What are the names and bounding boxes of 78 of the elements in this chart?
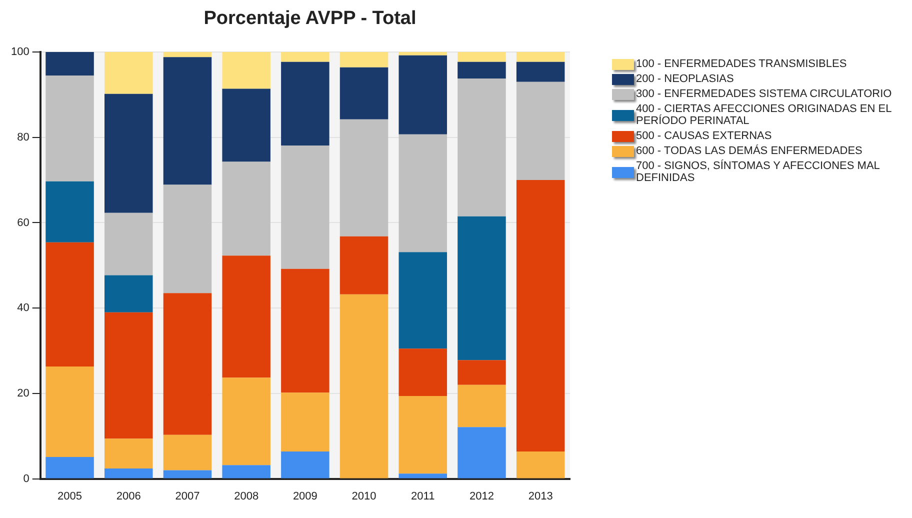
bar bbox=[458, 52, 506, 62]
bar bbox=[163, 470, 212, 478]
y-tick-label: 40 bbox=[17, 302, 30, 314]
bar bbox=[398, 134, 448, 252]
y-tick-label: 100 bbox=[10, 46, 30, 58]
bar bbox=[281, 145, 330, 269]
bar bbox=[46, 181, 94, 242]
x-tick-label: 2011 bbox=[411, 490, 435, 502]
bar bbox=[104, 468, 153, 478]
bar bbox=[46, 457, 94, 478]
bar bbox=[222, 162, 270, 256]
x-tick-label: 2005 bbox=[58, 490, 82, 502]
bar bbox=[46, 366, 94, 458]
bar bbox=[281, 392, 330, 452]
bar bbox=[458, 62, 506, 78]
bar bbox=[222, 378, 270, 466]
bar bbox=[516, 52, 565, 62]
bar bbox=[281, 62, 330, 146]
bar bbox=[104, 52, 153, 94]
bar bbox=[281, 268, 330, 393]
bar bbox=[281, 52, 330, 62]
bar bbox=[104, 312, 153, 439]
bar bbox=[222, 52, 270, 89]
bar bbox=[281, 451, 330, 478]
legend-label: 100 - ENFERMEDADES TRANSMISIBLES bbox=[636, 58, 847, 70]
chart-title: Porcentaje AVPP - Total bbox=[202, 8, 418, 30]
bar bbox=[398, 474, 448, 478]
x-tick-label: 2013 bbox=[528, 490, 553, 502]
y-tick-label: 20 bbox=[17, 387, 30, 400]
legend-label: 300 - ENFERMEDADES SISTEMA CIRCULATORIO bbox=[636, 88, 892, 100]
bar bbox=[516, 451, 565, 478]
legend-label: 700 - SIGNOS, SÍNTOMAS Y AFECCIONES MAL DEFINIDAS bbox=[636, 160, 880, 184]
bar bbox=[163, 434, 212, 470]
bar bbox=[340, 67, 388, 120]
bar bbox=[340, 294, 388, 478]
bar bbox=[46, 242, 94, 367]
bar bbox=[398, 252, 448, 349]
bar bbox=[340, 119, 388, 236]
x-tick-label: 2006 bbox=[116, 490, 141, 502]
bar bbox=[398, 55, 448, 134]
bar bbox=[516, 62, 565, 82]
bar bbox=[458, 427, 506, 478]
legend-label: 500 - CAUSAS EXTERNAS bbox=[636, 130, 772, 142]
legend-label: 600 - TODAS LAS DEMÁS ENFERMEDADES bbox=[636, 145, 862, 157]
bar bbox=[163, 57, 212, 185]
x-tick-label: 2009 bbox=[292, 490, 318, 502]
bar bbox=[222, 465, 270, 478]
bar bbox=[46, 75, 94, 182]
bar bbox=[398, 396, 448, 474]
bar bbox=[222, 256, 270, 378]
bar bbox=[458, 384, 506, 428]
x-tick-label: 2008 bbox=[234, 490, 259, 502]
bar bbox=[458, 78, 506, 216]
y-tick-label: 80 bbox=[17, 131, 30, 144]
bar bbox=[340, 52, 388, 68]
bar bbox=[104, 94, 153, 213]
bar bbox=[163, 293, 212, 435]
bar bbox=[163, 184, 212, 294]
bar bbox=[516, 180, 565, 452]
y-tick-label: 60 bbox=[17, 216, 30, 229]
bar bbox=[163, 52, 212, 58]
bar bbox=[458, 216, 506, 360]
bar bbox=[222, 88, 270, 162]
x-tick-label: 2012 bbox=[469, 490, 494, 502]
bar bbox=[516, 82, 565, 180]
bar bbox=[104, 438, 153, 469]
x-tick-label: 2007 bbox=[175, 490, 200, 502]
bar bbox=[340, 236, 388, 294]
legend-label: 200 - NEOPLASIAS bbox=[636, 73, 734, 85]
legend-label: 400 - CIERTAS AFECCIONES ORIGINADAS EN EL PERÍODO PERINATAL bbox=[636, 103, 892, 127]
bar bbox=[398, 52, 448, 56]
bar bbox=[104, 275, 153, 312]
bar bbox=[46, 52, 94, 76]
x-tick-label: 2010 bbox=[352, 490, 376, 502]
y-tick-label: 0 bbox=[23, 472, 30, 485]
bar bbox=[104, 212, 153, 276]
bar bbox=[398, 348, 448, 396]
bar bbox=[458, 360, 506, 385]
